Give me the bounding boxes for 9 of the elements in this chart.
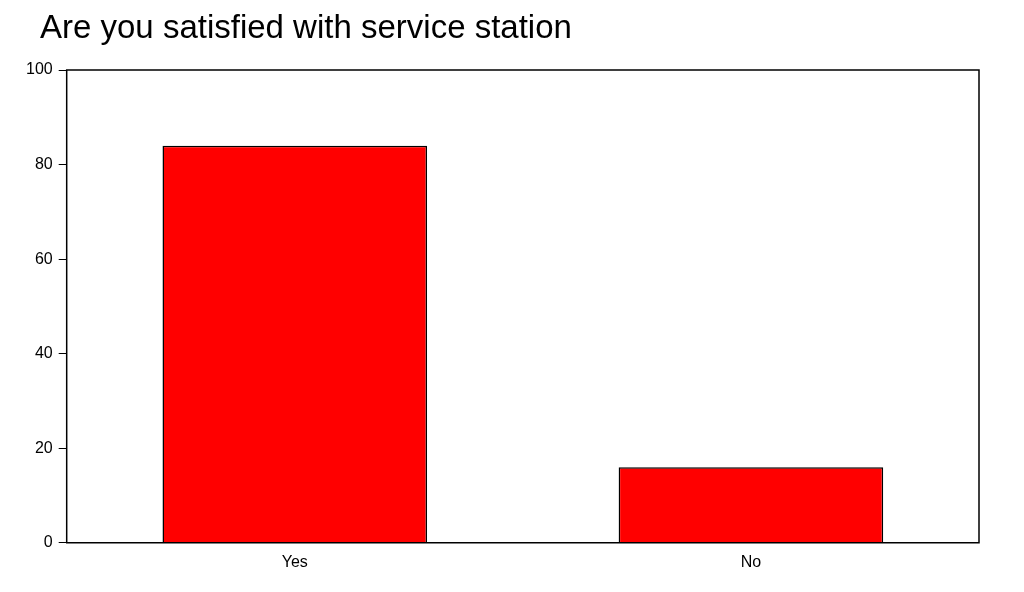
x-tick-label: No (740, 552, 762, 570)
chart-title: Are you satisfied with service station (40, 8, 572, 46)
y-tick-label: 0 (43, 533, 53, 551)
y-tick-label: 40 (34, 344, 53, 362)
x-tick-label: Yes (281, 552, 308, 570)
y-tick-label: 80 (34, 154, 53, 172)
y-tick-label: 20 (34, 438, 53, 456)
y-tick-label: 60 (34, 249, 53, 267)
y-tick-label: 100 (25, 60, 53, 78)
